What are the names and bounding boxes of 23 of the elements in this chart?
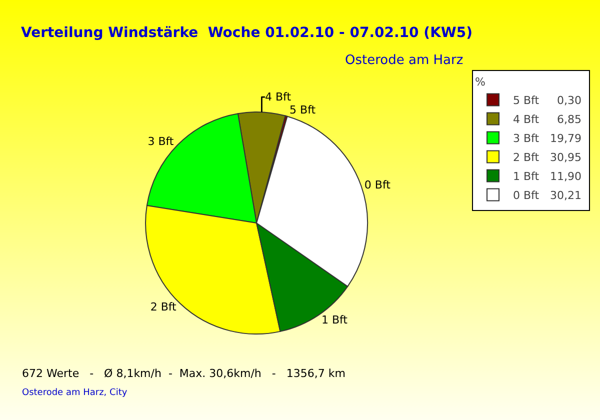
data-label: 30,21 — [550, 189, 582, 202]
text: Osterode am Harz, City — [22, 388, 128, 398]
slice-label: 4 Bft — [264, 90, 292, 104]
data-label: 11,90 — [550, 170, 582, 183]
chart-subtitle: Osterode am Harz — [345, 53, 464, 68]
data-label: 19,79 — [550, 132, 582, 145]
slice-label: 3 Bft — [148, 135, 174, 148]
legend-label: 1 Bft — [513, 170, 540, 184]
legend-label: 3 Bft — [513, 132, 540, 146]
text: 672 Werte - Ø 8,1km/h - Max. 30,6km/h - 1356,7 km — [22, 367, 346, 380]
chart-title: Verteilung Windstärke Woche 01.02.10 - 07.02.10 (KW5) — [21, 25, 472, 42]
data-label: 30,95 — [550, 151, 582, 164]
slice-label: 1 Bft — [321, 313, 348, 326]
legend-title: % — [475, 75, 486, 88]
legend-label: 2 Bft — [513, 151, 540, 164]
legend-label: 0 Bft — [513, 189, 540, 202]
legend-label: 4 Bft — [513, 113, 540, 126]
slice-label: 5 Bft — [290, 104, 316, 117]
slice-label: 0 Bft — [364, 178, 392, 192]
data-label: 0,30 — [557, 94, 582, 107]
data-label: 6,85 — [557, 113, 582, 126]
slice-label: 2 Bft — [150, 300, 178, 314]
legend-label: 5 Bft — [513, 94, 540, 108]
